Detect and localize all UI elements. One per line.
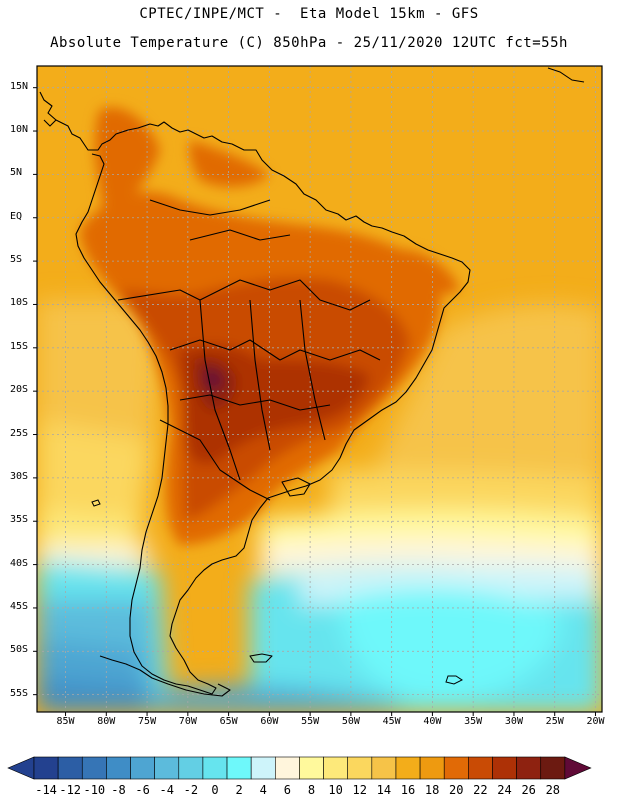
colorbar-tick-label: -12 [59, 783, 82, 797]
lon-tick-label: 85W [56, 716, 75, 727]
lon-tick-label: 55W [301, 716, 320, 727]
colorbar-tick-label: 24 [497, 783, 512, 797]
colorbar-swatch [419, 756, 445, 780]
temperature-colorbar [7, 756, 592, 780]
lon-tick-label: 75W [138, 716, 157, 727]
colorbar-arrow-low [7, 756, 35, 780]
colorbar-tick-label: 8 [307, 783, 316, 797]
colorbar-swatch [250, 756, 276, 780]
colorbar-swatch [395, 756, 421, 780]
colorbar-tick-label: -8 [111, 783, 126, 797]
lon-tick-label: 25W [545, 716, 564, 727]
colorbar-tick-label: 6 [283, 783, 291, 797]
lat-tick-label: 10N [10, 124, 29, 136]
lon-tick-label: 80W [97, 716, 116, 727]
colorbar-tick-label: 20 [449, 783, 464, 797]
colorbar-swatch [106, 756, 131, 780]
colorbar-swatch [443, 756, 469, 780]
colorbar-tick-label: 28 [545, 783, 561, 797]
lon-tick-label: 70W [178, 716, 197, 727]
islands [91, 67, 585, 685]
lon-tick-label: 45W [382, 716, 401, 727]
colorbar-swatch [492, 756, 517, 780]
colorbar-tick-label: 4 [259, 783, 267, 797]
colorbar-swatch [516, 756, 542, 780]
lat-tick-label: 55S [10, 687, 29, 699]
lon-tick-label: 30W [504, 716, 523, 727]
lon-tick-label: 60W [260, 716, 279, 727]
tick-marks [33, 87, 596, 716]
lat-lon-grid [37, 66, 602, 712]
lat-tick-label: 40S [10, 557, 29, 569]
colorbar-swatch [81, 756, 107, 780]
lon-tick-label: 65W [219, 716, 238, 727]
lat-tick-label: 30S [10, 470, 29, 482]
colorbar-swatch [347, 756, 373, 780]
colorbar-swatch [154, 756, 180, 780]
colorbar-tick-label: 12 [352, 783, 367, 797]
colorbar-swatch [323, 756, 348, 780]
colorbar-tick-label: 18 [424, 783, 440, 797]
map-frame [36, 65, 603, 713]
colorbar-tick-label: -4 [159, 783, 174, 797]
lat-tick-label: 5N [10, 167, 23, 179]
colorbar-tick-label: -14 [35, 783, 57, 797]
colorbar-swatch [540, 756, 566, 780]
lat-tick-label: 15N [10, 80, 29, 92]
colorbar-tick-label: -6 [135, 783, 150, 797]
lat-tick-label: 15S [10, 340, 29, 352]
lon-tick-label: 35W [464, 716, 483, 727]
lon-tick-label: 20W [586, 716, 605, 727]
lat-tick-label: EQ [10, 210, 23, 222]
colorbar-tick-label: 2 [235, 783, 243, 797]
colorbar-swatch [468, 756, 493, 780]
colorbar-swatch [130, 756, 155, 780]
colorbar-tick-label: 26 [521, 783, 536, 797]
lat-tick-label: 50S [10, 644, 29, 656]
colorbar-arrow-high [564, 756, 592, 780]
colorbar-swatch [57, 756, 83, 780]
lat-tick-label: 10S [10, 297, 29, 309]
colorbar-swatch [33, 756, 59, 780]
lat-tick-label: 25S [10, 427, 29, 439]
title-line-1: CPTEC/INPE/MCT - Eta Model 15km - GFS [139, 6, 479, 22]
colorbar-tick-label: -2 [183, 783, 199, 797]
lat-tick-label: 20S [10, 384, 29, 396]
colorbar-tick-label: 0 [211, 783, 219, 797]
colorbar-tick-label: 16 [400, 783, 416, 797]
coastline [39, 91, 471, 697]
colorbar-tick-label: 14 [376, 783, 392, 797]
lon-tick-label: 40W [423, 716, 442, 727]
colorbar-swatch [275, 756, 300, 780]
colorbar-tick-label: 10 [328, 783, 343, 797]
colorbar-swatch [226, 756, 252, 780]
colorbar-swatch [202, 756, 228, 780]
lat-tick-label: 45S [10, 600, 29, 612]
colorbar-swatch [299, 756, 324, 780]
title-line-2: Absolute Temperature (C) 850hPa - 25/11/… [50, 35, 568, 51]
lat-tick-label: 5S [10, 254, 23, 266]
colorbar-swatch [371, 756, 397, 780]
colorbar-swatch [178, 756, 204, 780]
lat-tick-label: 35S [10, 514, 29, 526]
colorbar-tick-label: 22 [473, 783, 488, 797]
lon-tick-label: 50W [341, 716, 360, 727]
temperature-field [37, 66, 602, 712]
colorbar-tick-label: -10 [83, 783, 106, 797]
